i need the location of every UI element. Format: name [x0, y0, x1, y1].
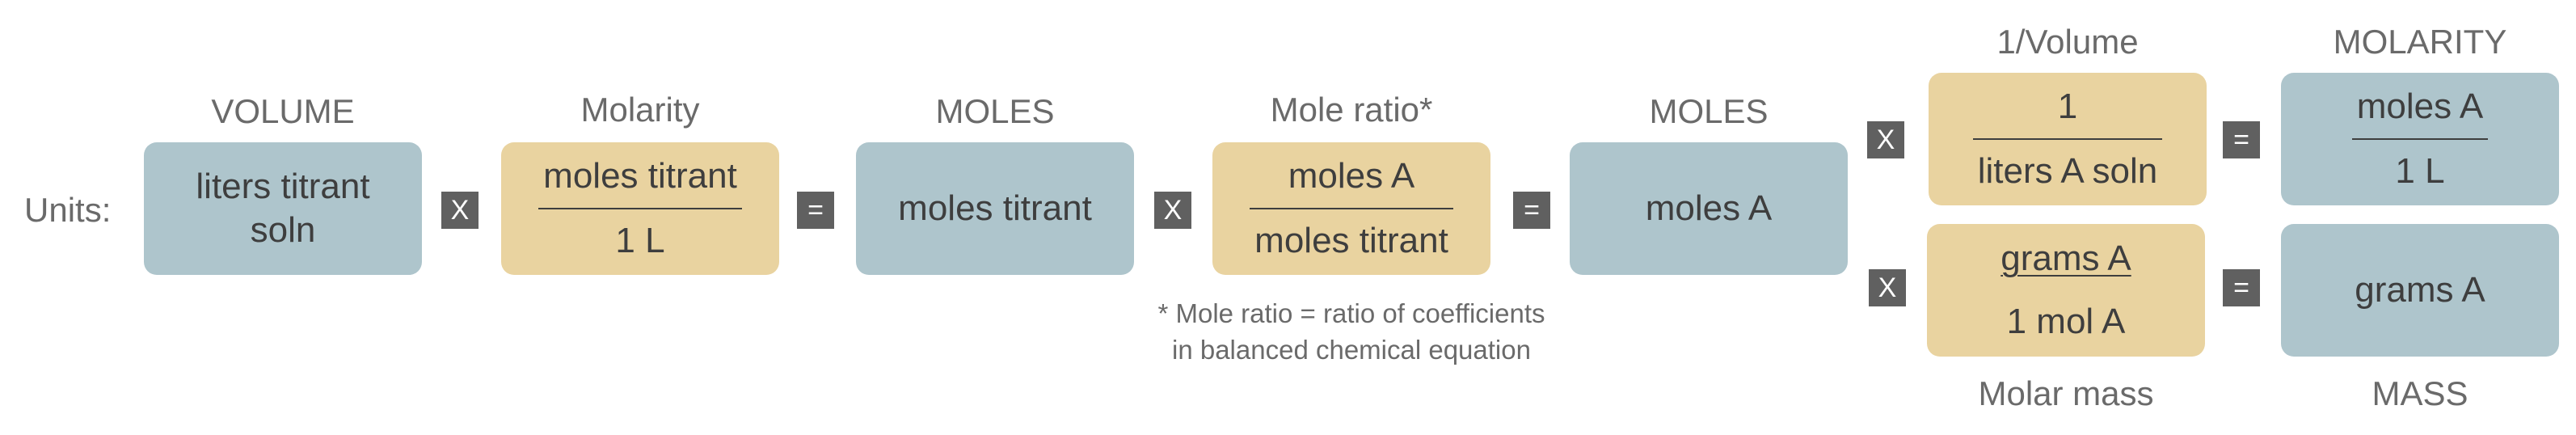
fraction-bar	[538, 208, 742, 209]
fraction-denominator: liters A soln	[1977, 151, 2158, 191]
inverse-volume-fraction: 1 liters A soln	[1972, 85, 2163, 192]
equals-operator-3: =	[2223, 121, 2260, 158]
equals-operator-1: =	[797, 192, 834, 229]
equals-operator-4: =	[2223, 269, 2260, 306]
box-moles-a: moles A	[1570, 142, 1848, 275]
mass-result-text: grams A	[2355, 270, 2485, 310]
volume-text: liters titrant soln	[196, 167, 370, 250]
fraction-bar	[2351, 138, 2489, 140]
equals-operator-2: =	[1513, 192, 1550, 229]
molar-mass-fraction: grams A 1 mol A	[1996, 237, 2135, 343]
header-moles-1: MOLES	[935, 92, 1055, 130]
moles-titrant-text: moles titrant	[898, 188, 1092, 229]
box-inverse-volume: 1 liters A soln	[1929, 73, 2207, 205]
fraction-numerator: grams A	[2001, 239, 2131, 279]
footnote: * Mole ratio = ratio of coefficients in …	[1141, 296, 1562, 368]
box-molarity: moles titrant 1 L	[501, 142, 779, 275]
fraction-denominator: 1 mol A	[2006, 302, 2126, 341]
moles-a-text: moles A	[1645, 188, 1773, 229]
molarity-fraction: moles titrant 1 L	[538, 154, 742, 262]
units-label: Units:	[24, 191, 112, 229]
mole-ratio-fraction: moles A moles titrant	[1250, 154, 1453, 262]
fraction-numerator: 1	[2057, 87, 2078, 127]
multiply-operator-3: X	[1867, 121, 1904, 158]
footnote-line-2: in balanced chemical equation	[1172, 334, 1531, 365]
fraction-bar	[1250, 208, 1453, 209]
header-one-over-volume: 1/Volume	[1996, 23, 2139, 61]
fraction-numerator: moles A	[2356, 87, 2484, 127]
header-mole-ratio: Mole ratio*	[1270, 91, 1433, 129]
fraction-denominator: 1 L	[2395, 151, 2445, 191]
multiply-operator-1: X	[441, 192, 479, 229]
header-molarity: Molarity	[580, 91, 700, 129]
footer-mass: MASS	[2372, 374, 2468, 412]
fraction-bar	[1972, 138, 2163, 140]
box-moles-titrant: moles titrant	[856, 142, 1134, 275]
multiply-operator-4: X	[1869, 269, 1906, 306]
molarity-result-fraction: moles A 1 L	[2351, 85, 2489, 192]
multiply-operator-2: X	[1154, 192, 1191, 229]
footer-molar-mass: Molar mass	[1978, 374, 2154, 412]
header-molarity-result: MOLARITY	[2333, 23, 2507, 61]
header-volume: VOLUME	[211, 92, 355, 130]
fraction-numerator: moles titrant	[543, 156, 737, 196]
fraction-denominator: moles titrant	[1254, 221, 1448, 260]
header-moles-2: MOLES	[1649, 92, 1769, 130]
fraction-numerator: moles A	[1288, 156, 1415, 196]
box-mass-result: grams A	[2281, 224, 2559, 357]
fraction-denominator: 1 L	[615, 221, 665, 260]
footnote-line-1: * Mole ratio = ratio of coefficients	[1157, 298, 1545, 328]
box-volume: liters titrant soln	[144, 142, 422, 275]
box-mole-ratio: moles A moles titrant	[1212, 142, 1490, 275]
box-molar-mass: grams A 1 mol A	[1927, 224, 2205, 357]
box-molarity-result: moles A 1 L	[2281, 73, 2559, 205]
